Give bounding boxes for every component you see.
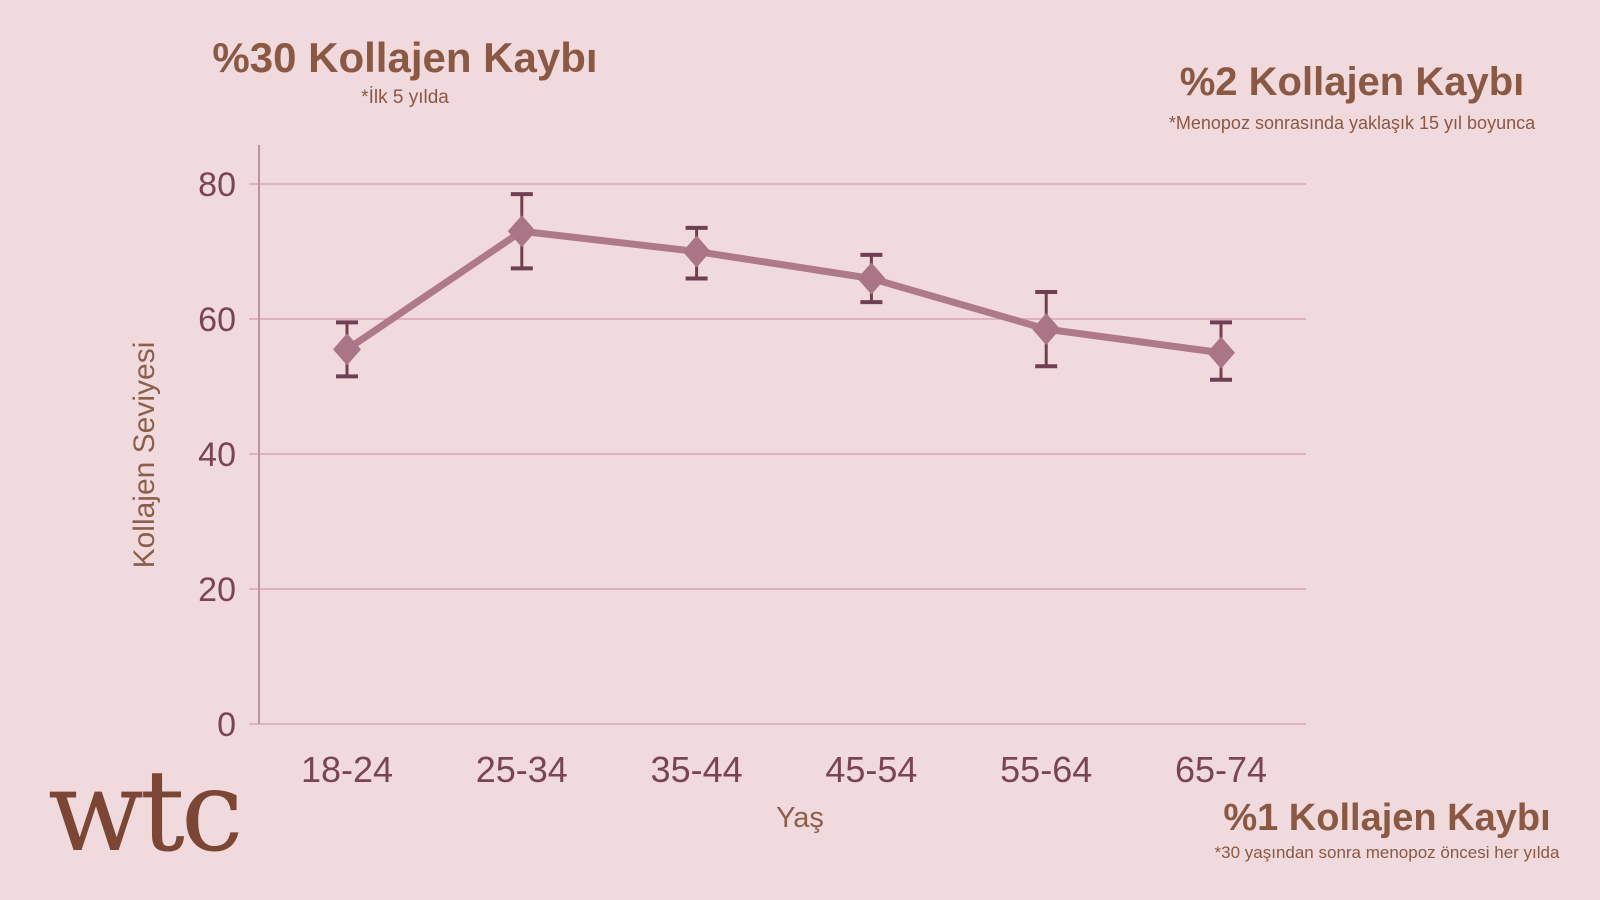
y-tick-label-20: 20 [198,571,236,609]
data-point-18-24 [333,333,361,366]
annotation-title-30pct: %30 Kollajen Kaybı [212,34,598,81]
annotation-subtitle-2pct: *Menopoz sonrasında yaklaşık 15 yıl boyu… [1168,112,1536,133]
x-tick-label-25-34: 25-34 [476,749,568,790]
data-line [343,227,1225,357]
annotation-title-1pct: %1 Kollajen Kaybı [1223,797,1551,839]
y-tick-label-40: 40 [198,436,236,474]
x-axis-title: Yaş [776,802,824,834]
annotation-top-right: %2 Kollajen Kaybı *Menopoz sonrasında ya… [1102,60,1600,134]
data-point-25-34 [507,215,536,248]
annotation-title-2pct: %2 Kollajen Kaybı [1179,60,1525,104]
x-tick-label-35-44: 35-44 [651,749,743,790]
data-point-45-54 [857,262,886,295]
y-tick-label-60: 60 [198,301,236,339]
data-point-65-74 [1207,336,1235,369]
data-point-35-44 [682,235,711,268]
x-tick-label-55-64: 55-64 [1000,749,1092,790]
annotation-bottom-right: %1 Kollajen Kaybı *30 yaşından sonra men… [1157,797,1600,863]
y-axis-title: Kollajen Seviyesi [128,342,161,569]
x-tick-label-45-54: 45-54 [825,749,917,790]
annotation-subtitle-30pct: *İlk 5 yılda [361,87,449,109]
annotation-top-left: %30 Kollajen Kaybı *İlk 5 yılda [155,34,655,109]
data-point-55-64 [1032,313,1061,346]
x-tick-label-65-74: 65-74 [1175,749,1267,790]
brand-logo: wtc [48,747,244,877]
y-tick-label-0: 0 [217,706,236,744]
y-tick-label-80: 80 [198,166,236,204]
x-tick-label-18-24: 18-24 [301,749,393,790]
annotation-subtitle-1pct: *30 yaşından sonra menopoz öncesi her yı… [1214,842,1560,862]
